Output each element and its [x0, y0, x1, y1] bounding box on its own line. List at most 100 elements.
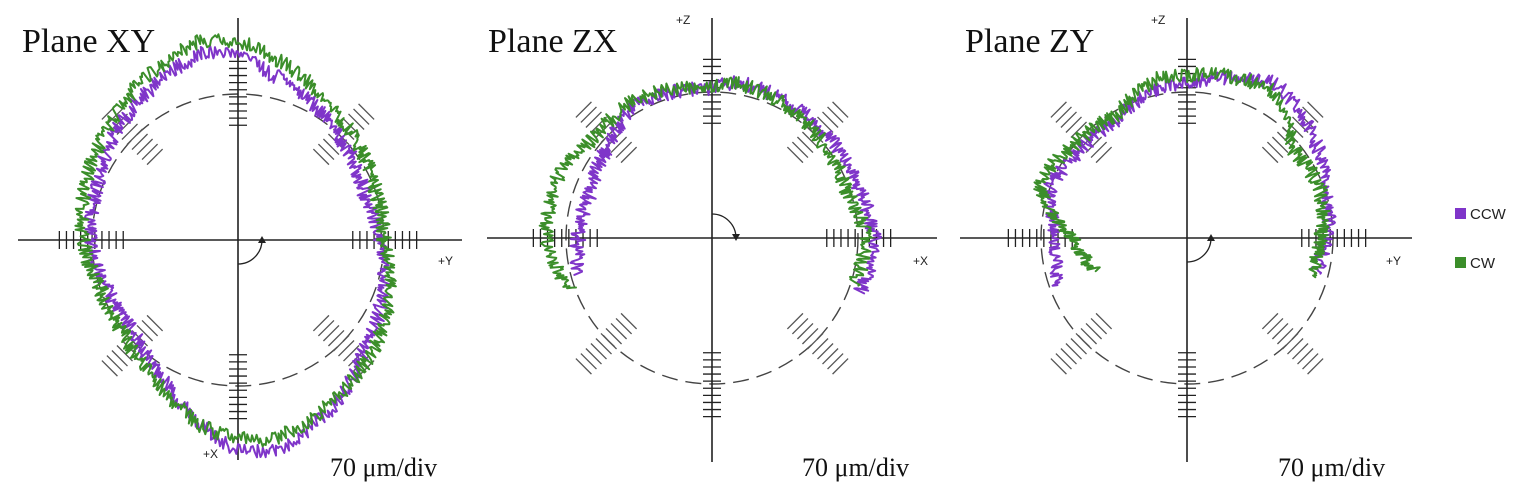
- diagonal-tick: [575, 358, 592, 375]
- diagonal-tick: [116, 345, 133, 362]
- diagonal-tick: [1085, 322, 1103, 340]
- diagonal-tick: [585, 348, 602, 365]
- legend-swatch-ccw: [1455, 208, 1466, 219]
- vertical-axis-label: +X: [203, 447, 218, 461]
- diagonal-tick: [136, 138, 154, 156]
- rotation-arrowhead: [1207, 234, 1215, 241]
- diagonal-tick: [796, 322, 814, 340]
- diagonal-tick: [1095, 146, 1113, 164]
- trace-ccw: [1042, 70, 1337, 287]
- diagonal-tick: [812, 338, 829, 355]
- diagonal-tick: [1271, 136, 1289, 154]
- diagonal-tick: [317, 319, 335, 337]
- diagonal-tick: [590, 343, 607, 360]
- diagonal-tick: [822, 111, 839, 128]
- diagonal-tick: [146, 314, 164, 332]
- diagonal-tick: [817, 343, 834, 360]
- diagonal-tick: [1090, 141, 1108, 159]
- diagonal-tick: [796, 136, 814, 154]
- diagonal-tick: [121, 123, 138, 140]
- diagonal-tick: [806, 332, 824, 350]
- diagonal-tick: [791, 317, 809, 335]
- diagonal-tick: [832, 101, 849, 118]
- diagonal-tick: [620, 312, 638, 330]
- diagonal-tick: [585, 111, 602, 128]
- panel-title: Plane XY: [22, 23, 155, 60]
- diagonal-tick: [801, 327, 819, 345]
- diagonal-tick: [136, 324, 154, 342]
- diagonal-tick: [1302, 353, 1319, 370]
- diagonal-tick: [1090, 317, 1108, 335]
- horizontal-axis-label: +Y: [438, 254, 453, 268]
- diagonal-tick: [111, 350, 128, 367]
- panel-plane-zx: Plane ZX 70 μm/div +X +Z: [487, 13, 937, 482]
- legend-label-cw: CW: [1470, 255, 1496, 272]
- diagonal-tick: [322, 324, 340, 342]
- diagonal-tick: [1055, 106, 1072, 123]
- diagonal-tick: [1075, 332, 1093, 350]
- diagonal-tick: [1276, 327, 1294, 345]
- diagonal-tick: [1060, 111, 1077, 128]
- diagonal-tick: [358, 103, 375, 120]
- diagonal-tick: [348, 113, 365, 130]
- diagonal-tick: [1281, 332, 1299, 350]
- diagonal-tick: [312, 314, 330, 332]
- diagonal-tick: [1055, 353, 1072, 370]
- rotation-arrow: [237, 239, 263, 265]
- diagonal-tick: [832, 358, 849, 375]
- diagonal-tick: [605, 327, 623, 345]
- diagonal-tick: [595, 338, 612, 355]
- vertical-axis-label: +Z: [1151, 13, 1165, 27]
- diagonal-tick: [1070, 338, 1087, 355]
- diagonal-tick: [1261, 312, 1279, 330]
- diagonal-tick: [1080, 327, 1098, 345]
- diagonal-tick: [620, 146, 638, 164]
- trace-cw: [1033, 67, 1331, 279]
- horizontal-axis-label: +Y: [1386, 254, 1401, 268]
- scale-label: 70 μm/div: [1278, 453, 1385, 482]
- diagonal-tick: [600, 332, 618, 350]
- scale-label: 70 μm/div: [802, 453, 909, 482]
- diagonal-tick: [575, 101, 592, 118]
- legend-swatch-cw: [1455, 257, 1466, 268]
- diagonal-tick: [1307, 101, 1324, 118]
- diagonal-tick: [786, 146, 804, 164]
- diagonal-tick: [791, 141, 809, 159]
- trace-ccw: [84, 44, 392, 459]
- diagonal-tick: [1271, 322, 1289, 340]
- diagonal-tick: [146, 148, 164, 166]
- diagonal-tick: [338, 340, 355, 357]
- diagonal-tick: [1050, 101, 1067, 118]
- diagonal-tick: [327, 329, 345, 347]
- vertical-axis-label: +Z: [676, 13, 690, 27]
- diagonal-tick: [610, 322, 628, 340]
- diagonal-tick: [1307, 358, 1324, 375]
- diagonal-tick: [827, 353, 844, 370]
- diagonal-tick: [1095, 312, 1113, 330]
- diagonal-tick: [580, 106, 597, 123]
- diagonal-tick: [801, 131, 819, 149]
- trace-cw: [74, 33, 397, 448]
- diagonal-tick: [317, 143, 335, 161]
- diagonal-tick: [822, 348, 839, 365]
- diagonal-tick: [126, 128, 144, 146]
- diagonal-tick: [312, 148, 330, 166]
- trace-ccw: [569, 75, 882, 295]
- diagonal-tick: [827, 106, 844, 123]
- diagonal-tick: [610, 136, 628, 154]
- scale-label: 70 μm/div: [330, 453, 437, 482]
- diagonal-tick: [1261, 146, 1279, 164]
- trace-cw: [538, 76, 873, 290]
- diagonal-tick: [817, 116, 834, 133]
- diagonal-tick: [1065, 116, 1082, 133]
- diagonal-tick: [615, 141, 633, 159]
- diagonal-tick: [580, 353, 597, 370]
- diagonal-tick: [101, 360, 118, 377]
- legend: CCW CW: [1455, 206, 1507, 272]
- diagonal-tick: [131, 133, 149, 151]
- diagonal-tick: [1266, 141, 1284, 159]
- panel-plane-zy: Plane ZY 70 μm/div +Y +Z: [960, 13, 1412, 482]
- diagonal-tick: [615, 317, 633, 335]
- rotation-arrow: [1186, 237, 1212, 263]
